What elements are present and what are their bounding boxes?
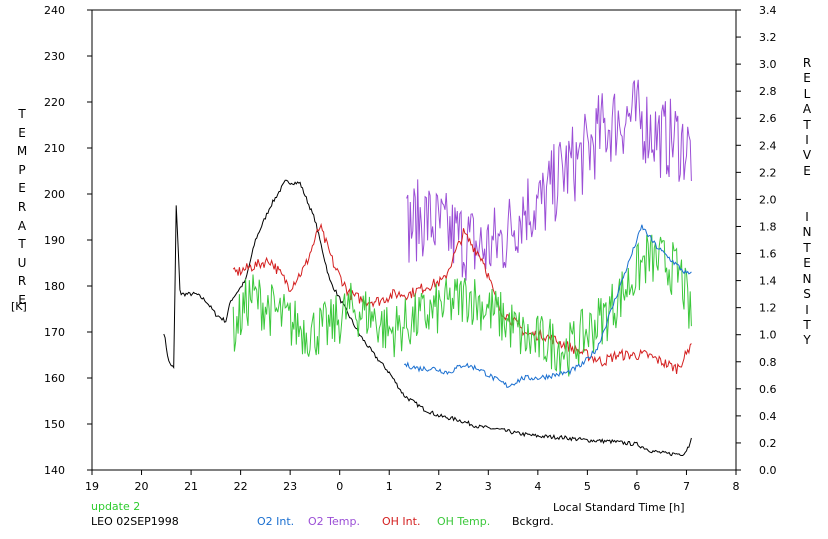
x-tick-label: 5 (584, 480, 591, 493)
legend-item: OH Int. (382, 515, 421, 528)
y-right-tick-label: 0.8 (759, 356, 777, 369)
y-right-tick-label: 0.0 (759, 464, 777, 477)
y-right-tick-label: 2.2 (759, 166, 777, 179)
series-line (403, 224, 692, 388)
legend-item: O2 Temp. (308, 515, 360, 528)
y-left-tick-label: 170 (44, 326, 65, 339)
x-tick-label: 21 (184, 480, 198, 493)
y-right-tick-label: 1.6 (759, 248, 777, 261)
y-left-tick-label: 220 (44, 96, 65, 109)
y-left-tick-label: 150 (44, 418, 65, 431)
y-right-tick-label: 1.8 (759, 220, 777, 233)
x-tick-label: 2 (435, 480, 442, 493)
series-line (163, 179, 692, 457)
station-label: LEO 02SEP1998 (91, 515, 179, 528)
y-left-tick-label: 190 (44, 234, 65, 247)
series-line (406, 79, 692, 281)
x-tick-label: 7 (683, 480, 690, 493)
x-tick-label: 4 (534, 480, 541, 493)
y-right-tick-label: 1.2 (759, 302, 777, 315)
y-right-tick-label: 0.4 (759, 410, 777, 423)
y-right-tick-label: 2.0 (759, 193, 777, 206)
y-right-tick-label: 2.4 (759, 139, 777, 152)
y-left-label: T E M P E R A T U R E (16, 107, 28, 307)
y-right-tick-label: 3.0 (759, 58, 777, 71)
legend-item: OH Temp. (437, 515, 491, 528)
x-tick-label: 0 (336, 480, 343, 493)
y-left-tick-label: 240 (44, 4, 65, 17)
y-right-label: R E L A T I V E I N T E N S I T Y (802, 56, 812, 348)
y-right-tick-label: 1.4 (759, 275, 777, 288)
axes-frame (87, 9, 741, 475)
y-right-tick-label: 0.2 (759, 437, 777, 450)
y-left-tick-label: 160 (44, 372, 65, 385)
tick-labels: 19 20 21 22 23 0 1 2 3 4 5 6 7 8140150160170180190200… (44, 4, 777, 493)
legend-item: Bckgrd. (512, 515, 554, 528)
legend-item: O2 Int. (257, 515, 295, 528)
x-tick-label: 3 (485, 480, 492, 493)
y-right-tick-label: 3.2 (759, 31, 777, 44)
x-tick-label: 6 (633, 480, 640, 493)
y-left-tick-label: 140 (44, 464, 65, 477)
y-right-tick-label: 2.6 (759, 112, 777, 125)
x-tick-label: 22 (234, 480, 248, 493)
x-tick-label: 8 (733, 480, 740, 493)
y-right-tick-label: 1.0 (759, 329, 777, 342)
y-right-tick-label: 0.6 (759, 383, 777, 396)
x-tick-label: 1 (386, 480, 393, 493)
y-left-tick-label: 210 (44, 142, 65, 155)
update-label: update 2 (91, 500, 141, 513)
x-tick-label: 23 (283, 480, 297, 493)
x-tick-label: 20 (135, 480, 149, 493)
y-left-tick-label: 200 (44, 188, 65, 201)
x-axis-label: Local Standard Time [h] (553, 501, 685, 514)
x-tick-label: 19 (85, 480, 99, 493)
y-right-tick-label: 3.4 (759, 4, 777, 17)
series-group (163, 79, 692, 457)
y-left-unit: [K] (11, 300, 27, 313)
y-left-tick-label: 180 (44, 280, 65, 293)
series-line (232, 222, 692, 374)
y-right-tick-label: 2.8 (759, 85, 777, 98)
y-left-tick-label: 230 (44, 50, 65, 63)
series-line (232, 234, 692, 377)
